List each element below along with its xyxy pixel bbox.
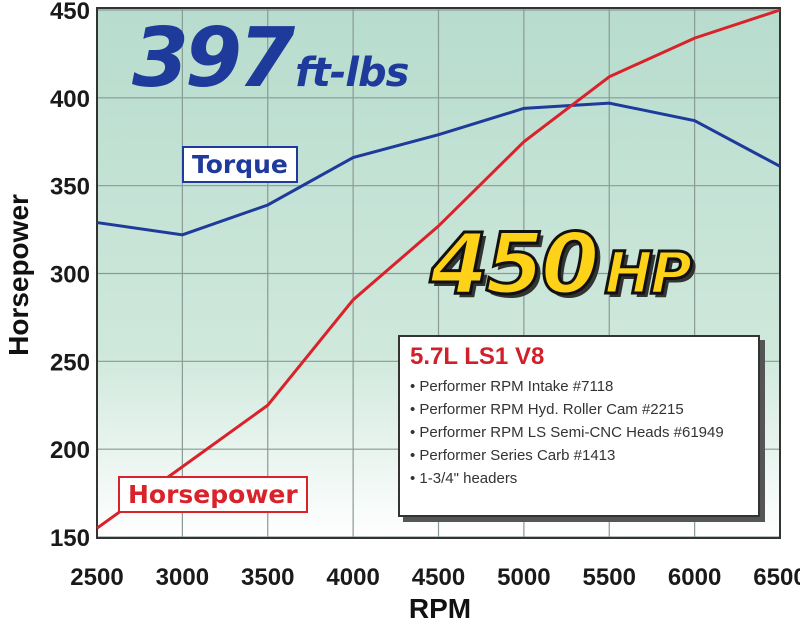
engine-title: 5.7L LS1 V8 (410, 343, 545, 370)
x-tick-label: 6500 (753, 564, 800, 591)
hp-peak-unit: HP (603, 239, 694, 307)
x-tick-label: 5500 (583, 564, 636, 591)
x-tick-label: 4500 (412, 564, 465, 591)
plot-border (96, 7, 781, 539)
horsepower-series-label: Horsepower (118, 476, 308, 513)
engine-info-box: 5.7L LS1 V8 Performer RPM Intake #7118 P… (398, 335, 760, 517)
x-tick-label: 4000 (326, 564, 379, 591)
y-tick-label: 450 (50, 0, 90, 25)
y-tick-label: 200 (50, 437, 90, 464)
x-tick-label: 5000 (497, 564, 550, 591)
horsepower-line (96, 8, 781, 530)
torque-series-label: Torque (182, 146, 298, 183)
torque-peak-unit: ft-lbs (295, 50, 409, 96)
info-item: Performer RPM Hyd. Roller Cam #2215 (410, 398, 748, 421)
hp-peak-annotation: 450 HP (428, 221, 694, 308)
info-item: 1-3/4" headers (410, 467, 748, 490)
torque-peak-annotation: 397 ft-lbs (132, 18, 409, 100)
hp-peak-value: 450 (428, 215, 600, 313)
x-tick-label: 2500 (70, 564, 123, 591)
y-tick-label: 400 (50, 86, 90, 113)
torque-line (96, 101, 781, 237)
x-tick-label: 6000 (668, 564, 721, 591)
y-tick-label: 250 (50, 349, 90, 376)
torque-peak-value: 397 (132, 11, 295, 106)
x-tick-label: 3000 (156, 564, 209, 591)
y-axis-label: Horsepower (3, 194, 34, 356)
y-tick-label: 150 (50, 525, 90, 552)
y-tick-label: 350 (50, 174, 90, 201)
x-tick-label: 3500 (241, 564, 294, 591)
y-tick-label: 300 (50, 262, 90, 289)
info-item: Performer Series Carb #1413 (410, 444, 748, 467)
info-item: Performer RPM LS Semi-CNC Heads #61949 (410, 421, 748, 444)
info-item: Performer RPM Intake #7118 (410, 375, 748, 398)
x-axis-label: RPM (409, 593, 471, 624)
